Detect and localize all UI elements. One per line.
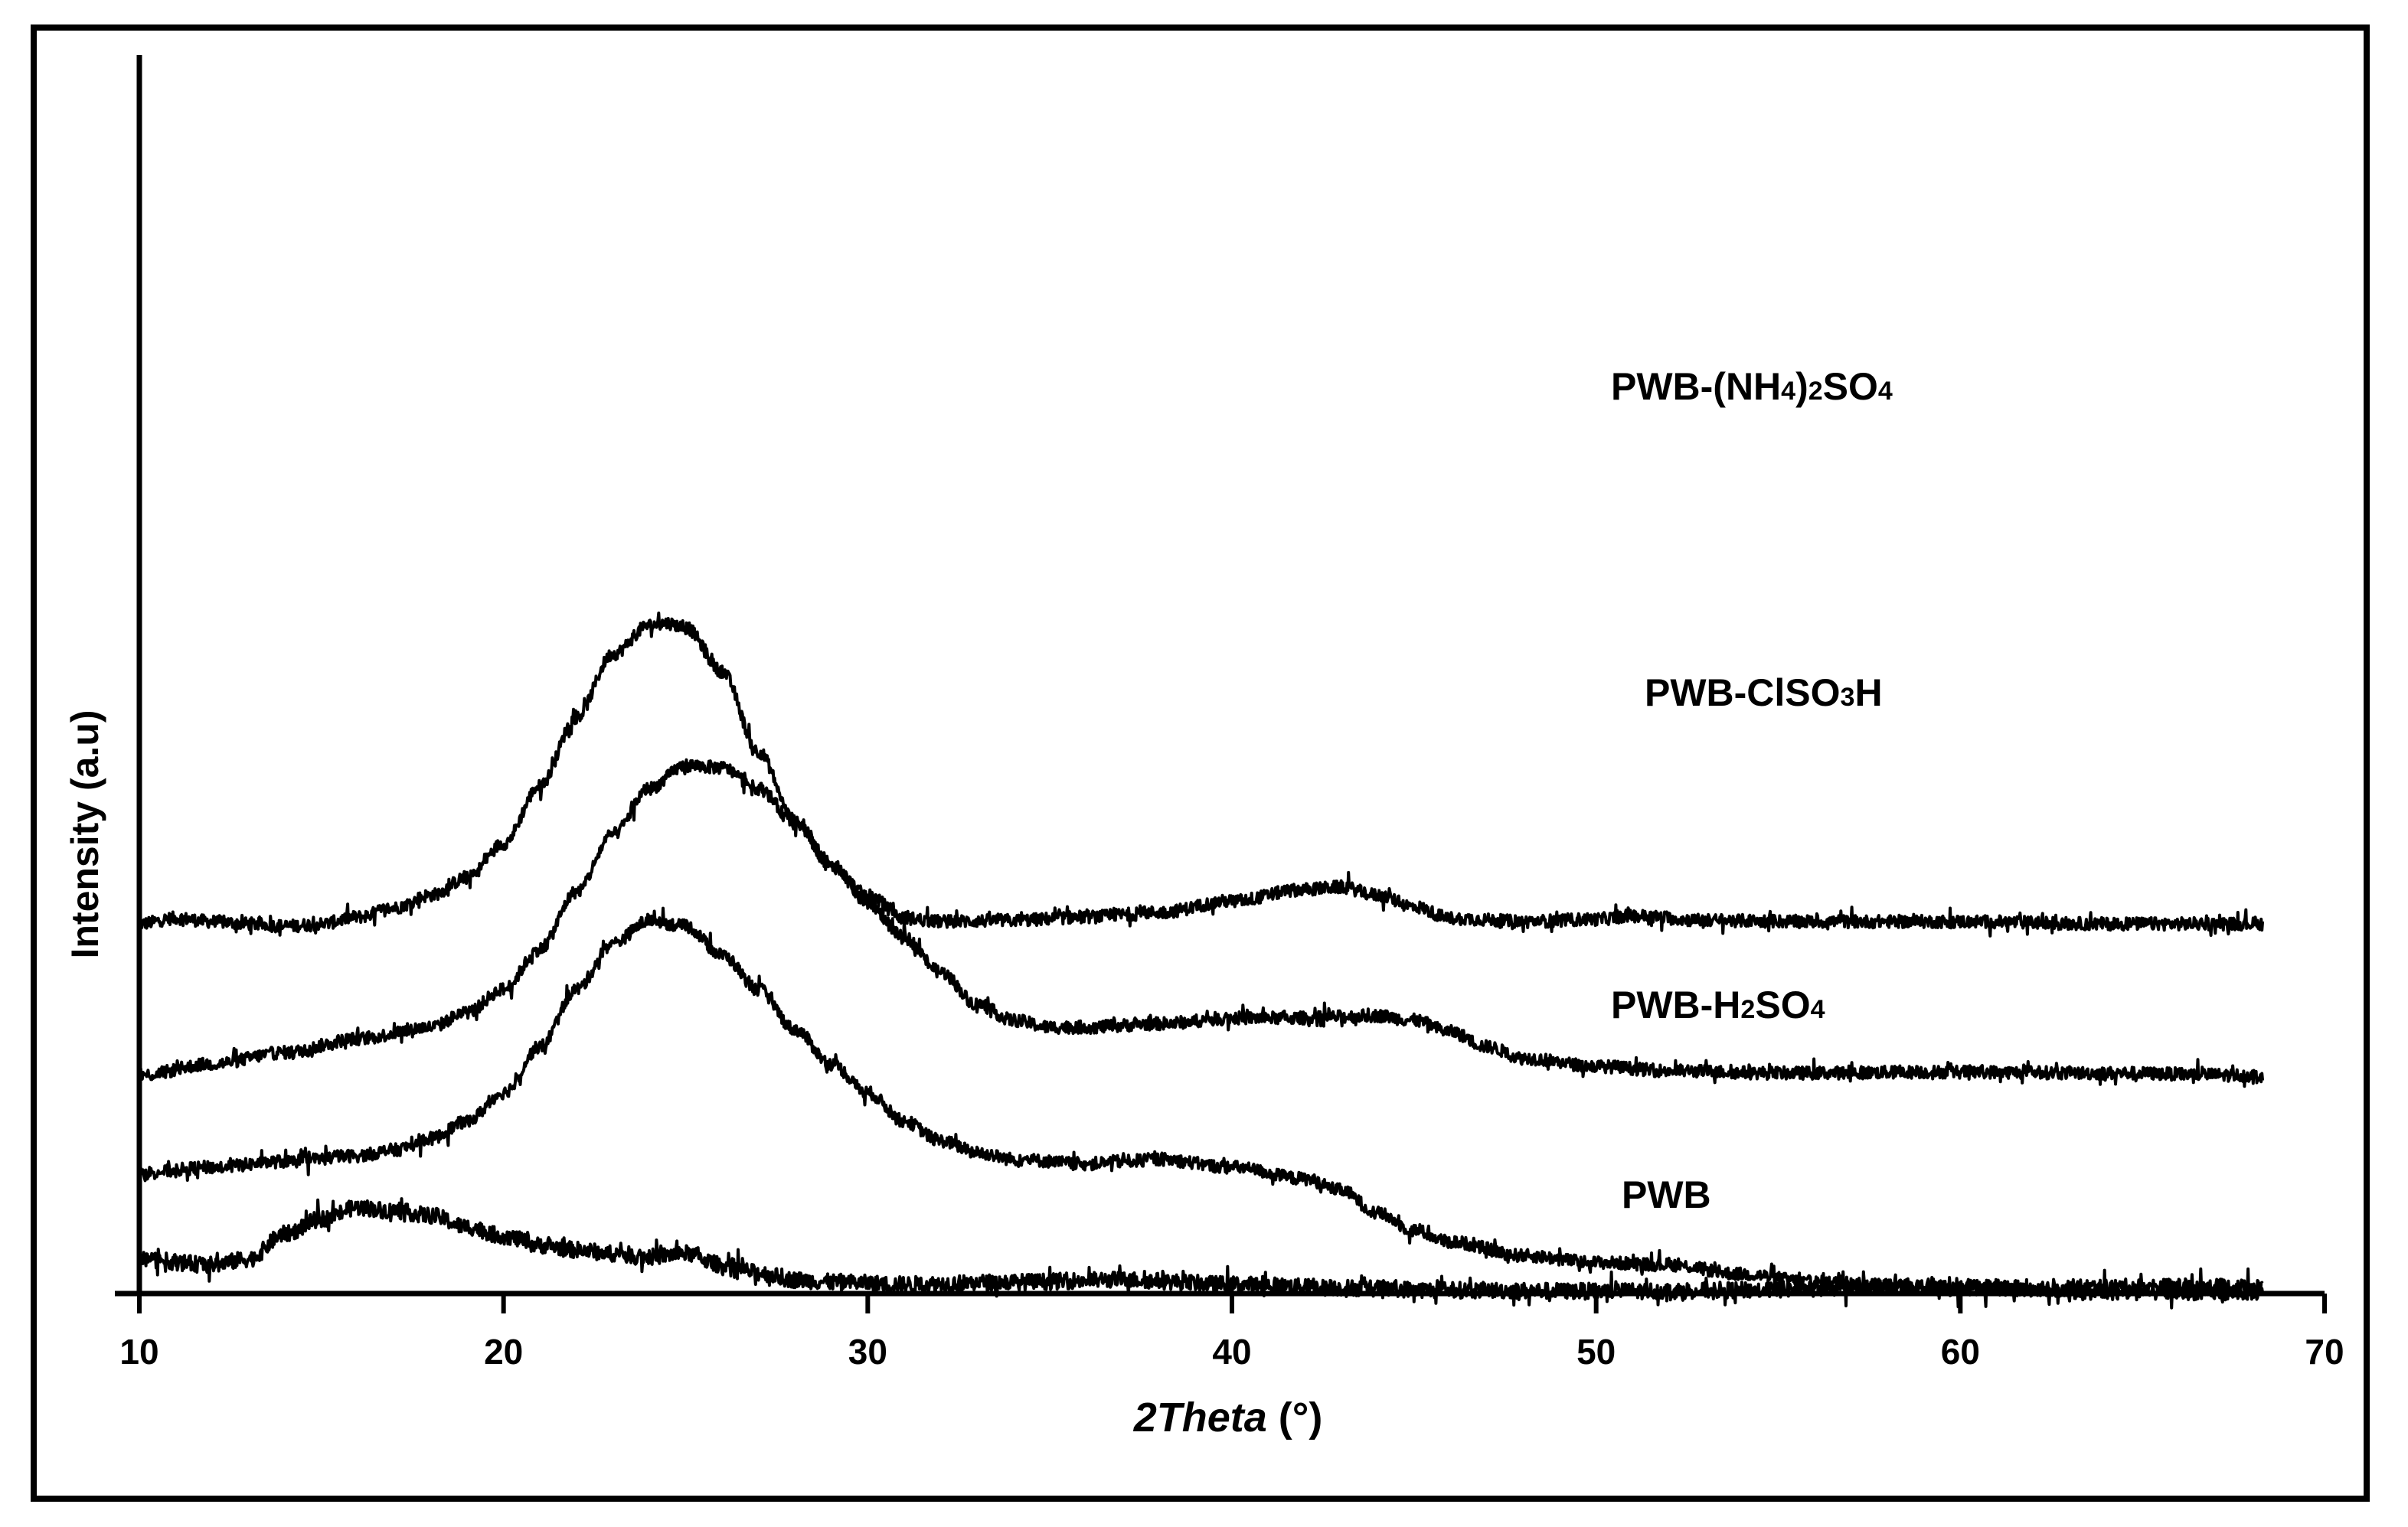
x-axis-title: 2Theta (°) — [1133, 1395, 1323, 1441]
series-line-2 — [138, 906, 2265, 1310]
series-line-0 — [139, 612, 2265, 938]
series-line-3 — [138, 1197, 2264, 1309]
y-axis-title: Intensity (a.u) — [64, 710, 106, 958]
x-ticks-group: 10 20 30 40 50 60 70 — [119, 1294, 2344, 1372]
x-tick-label: 20 — [484, 1332, 523, 1372]
x-tick-label: 40 — [1212, 1332, 1251, 1372]
x-tick-label: 10 — [119, 1332, 158, 1372]
series-label-pwb: PWB — [1622, 1173, 1711, 1216]
x-tick-label: 70 — [2305, 1332, 2344, 1372]
series-line-1 — [138, 758, 2265, 1088]
traces-group — [138, 612, 2265, 1310]
series-label-nh4-2so4: PWB-(NH4)2SO4 — [1611, 365, 1893, 408]
series-label-clso3h: PWB-ClSO3H — [1645, 671, 1883, 714]
figure-frame — [31, 24, 2370, 1502]
x-tick-label: 50 — [1576, 1332, 1616, 1372]
x-tick-label: 30 — [848, 1332, 887, 1372]
series-label-h2so4: PWB-H2SO4 — [1611, 984, 1825, 1026]
x-tick-label: 60 — [1941, 1332, 1980, 1372]
